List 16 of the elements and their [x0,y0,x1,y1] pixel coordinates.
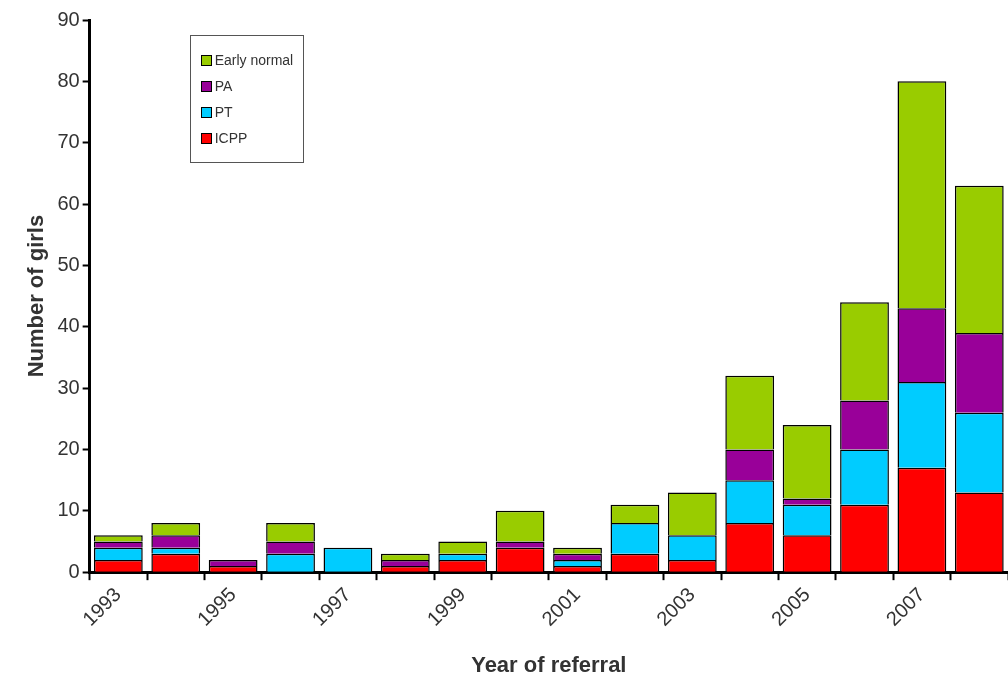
y-tick-label: 40 [57,314,80,337]
y-tick-label: 80 [57,68,80,91]
y-axis-title: Number of girls [23,214,49,378]
y-tick-label: 30 [57,375,80,398]
y-tick-label: 20 [57,436,80,459]
y-tick-label: 0 [68,559,80,582]
x-axis-title: Year of referral [471,651,627,677]
y-tick-label: 60 [57,191,80,214]
y-tick-label: 90 [57,7,80,30]
legend-label: PA [214,78,233,94]
legend-label: PT [214,104,233,120]
legend-label: ICPP [214,130,248,146]
y-tick-label: 10 [57,498,80,521]
legend-label: Early normal [214,52,294,68]
y-tick-label: 70 [57,130,80,153]
y-tick-label: 50 [57,252,80,275]
